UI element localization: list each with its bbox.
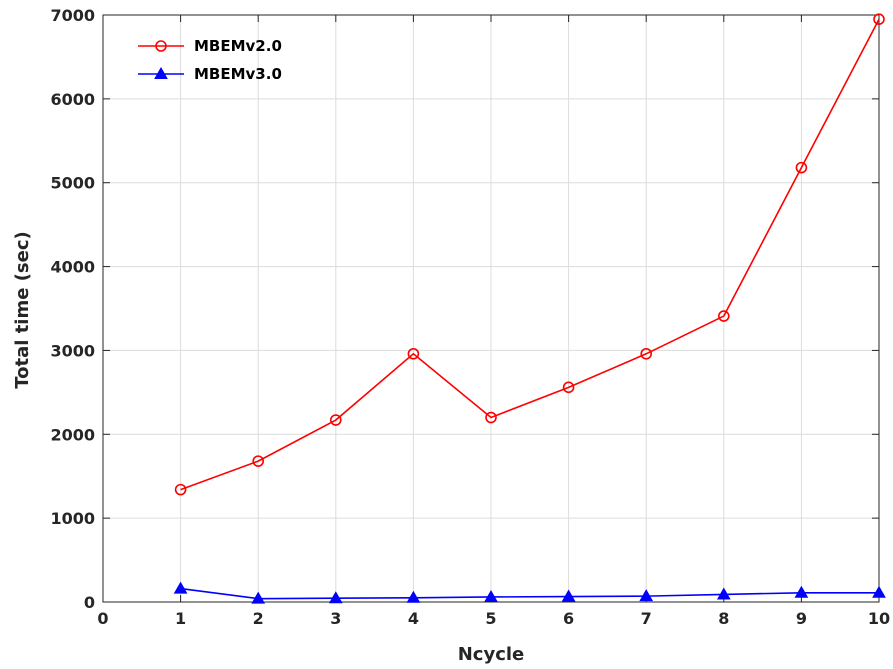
- legend-item-MBEMv3.0: MBEMv3.0: [138, 65, 282, 83]
- series-MBEMv2.0: [174, 13, 885, 496]
- x-tick-label-8: 8: [718, 609, 729, 628]
- x-tick-label-0: 0: [97, 609, 108, 628]
- y-tick-label-5: 5000: [50, 174, 95, 193]
- x-tick-label-9: 9: [796, 609, 807, 628]
- data-point-MBEMv2.0-1: [174, 483, 187, 496]
- x-tick-label-1: 1: [175, 609, 186, 628]
- data-point-MBEMv2.0-10: [873, 13, 885, 25]
- grid: [102, 14, 880, 603]
- legend-label-MBEMv2.0: MBEMv2.0: [194, 37, 282, 55]
- data-point-MBEMv2.0-7: [640, 347, 653, 360]
- data-point-MBEMv3.0-3: [328, 591, 343, 604]
- x-tick-label-3: 3: [330, 609, 341, 628]
- data-point-MBEMv2.0-2: [252, 455, 265, 467]
- data-point-MBEMv2.0-8: [717, 310, 730, 322]
- data-point-MBEMv3.0-2: [251, 591, 266, 604]
- legend: MBEMv2.0 MBEMv3.0: [138, 37, 282, 83]
- x-axis-title: Ncycle: [458, 644, 525, 665]
- data-point-MBEMv2.0-9: [795, 161, 808, 174]
- data-point-MBEMv3.0-5: [484, 589, 498, 602]
- series-MBEMv3.0: [173, 581, 886, 604]
- legend-item-MBEMv2.0: MBEMv2.0: [138, 37, 282, 55]
- data-point-MBEMv3.0-4: [406, 590, 421, 603]
- legend-label-MBEMv3.0: MBEMv3.0: [194, 65, 282, 83]
- y-tick-label-1: 1000: [50, 509, 95, 528]
- data-point-MBEMv2.0-4: [407, 347, 420, 360]
- y-tick-label-0: 0: [84, 593, 95, 612]
- series-layer: [173, 13, 886, 604]
- legend-marker-MBEMv3.0: [154, 66, 168, 79]
- data-point-MBEMv2.0-5: [485, 411, 497, 424]
- y-tick-label-4: 4000: [50, 258, 95, 277]
- series-line-MBEMv2.0: [180, 18, 880, 491]
- tick-labels: 0 1 2 3 4 5 6 7 8 9 10 0 1000 2000 3000 4000 5000 6000 700…: [50, 6, 890, 628]
- data-point-MBEMv3.0-8: [716, 587, 731, 600]
- x-tick-label-6: 6: [563, 609, 574, 628]
- x-tick-label-2: 2: [253, 609, 264, 628]
- x-tick-label-4: 4: [408, 609, 419, 628]
- x-tick-label-5: 5: [485, 609, 496, 628]
- legend-marker-MBEMv2.0: [155, 40, 167, 52]
- data-point-MBEMv3.0-1: [173, 581, 188, 594]
- data-point-MBEMv3.0-9: [794, 585, 809, 598]
- y-tick-label-2: 2000: [50, 425, 95, 444]
- data-point-MBEMv2.0-6: [562, 381, 575, 394]
- x-tick-label-7: 7: [641, 609, 652, 628]
- data-point-MBEMv2.0-3: [329, 414, 342, 426]
- data-point-MBEMv3.0-7: [639, 589, 654, 602]
- y-tick-label-3: 3000: [50, 341, 95, 360]
- y-tick-label-7: 7000: [50, 6, 95, 25]
- x-tick-label-10: 10: [868, 609, 890, 628]
- series-line-MBEMv3.0: [180, 587, 879, 600]
- data-point-MBEMv3.0-6: [561, 589, 576, 602]
- data-point-MBEMv3.0-10: [872, 585, 886, 598]
- y-tick-label-6: 6000: [50, 90, 95, 109]
- y-axis-title: Total time (sec): [12, 231, 33, 389]
